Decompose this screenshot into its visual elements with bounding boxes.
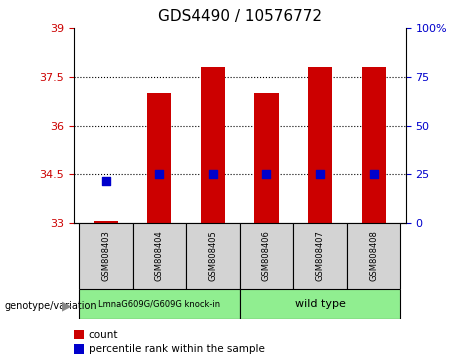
Point: [316, 172, 324, 177]
Text: LmnaG609G/G609G knock-in: LmnaG609G/G609G knock-in: [98, 299, 220, 308]
Text: ▶: ▶: [62, 300, 71, 313]
FancyBboxPatch shape: [240, 289, 400, 319]
Bar: [201, 67, 225, 223]
FancyBboxPatch shape: [347, 223, 400, 289]
Text: GSM808407: GSM808407: [315, 230, 325, 281]
Text: GSM808406: GSM808406: [262, 230, 271, 281]
Text: GSM808405: GSM808405: [208, 230, 218, 281]
FancyBboxPatch shape: [293, 223, 347, 289]
Text: genotype/variation: genotype/variation: [5, 301, 97, 311]
Bar: [254, 93, 278, 223]
FancyBboxPatch shape: [240, 223, 293, 289]
Text: count: count: [89, 330, 118, 339]
FancyBboxPatch shape: [133, 223, 186, 289]
Point: [209, 172, 217, 177]
Bar: [94, 221, 118, 223]
Bar: [308, 67, 332, 223]
Point: [263, 172, 270, 177]
FancyBboxPatch shape: [79, 289, 240, 319]
Point: [102, 178, 110, 184]
Text: GSM808404: GSM808404: [155, 230, 164, 281]
Title: GDS4490 / 10576772: GDS4490 / 10576772: [158, 9, 322, 24]
Point: [156, 172, 163, 177]
Text: GSM808408: GSM808408: [369, 230, 378, 281]
Bar: [361, 67, 385, 223]
FancyBboxPatch shape: [186, 223, 240, 289]
Point: [370, 172, 377, 177]
FancyBboxPatch shape: [79, 223, 133, 289]
Bar: [148, 93, 171, 223]
Text: percentile rank within the sample: percentile rank within the sample: [89, 344, 265, 354]
Text: GSM808403: GSM808403: [101, 230, 110, 281]
Text: wild type: wild type: [295, 298, 345, 309]
